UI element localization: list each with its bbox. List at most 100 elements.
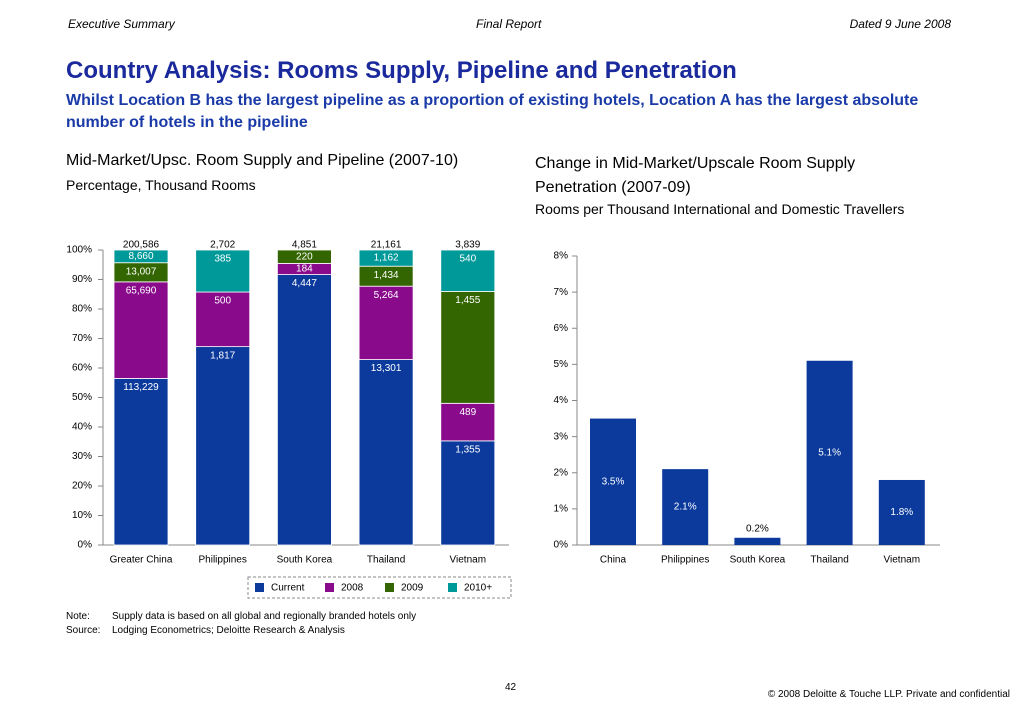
legend-label: 2010+ (464, 583, 492, 594)
data-label: 540 (459, 254, 476, 265)
y-tick-label: 0% (78, 540, 93, 551)
bar-segment (276, 249, 332, 264)
data-label: 4,447 (292, 278, 317, 289)
x-tick-label: Thailand (810, 555, 848, 566)
subtitle: Whilst Location B has the largest pipeli… (66, 92, 919, 131)
note-text: Lodging Econometrics; Deloitte Research … (112, 625, 345, 636)
y-tick-label: 100% (66, 245, 92, 256)
data-label: 113,229 (123, 382, 159, 393)
legend-swatch (325, 583, 334, 592)
data-label: 1,162 (374, 253, 399, 264)
legend-swatch (255, 583, 264, 592)
x-tick-label: China (600, 555, 627, 566)
page-number: 42 (505, 682, 517, 693)
y-tick-label: 50% (72, 392, 92, 403)
legend-swatch (385, 583, 394, 592)
data-label: 13,007 (126, 266, 157, 277)
x-tick-label: Philippines (661, 555, 709, 566)
data-label: 13,301 (371, 363, 402, 374)
data-label: 1,434 (374, 270, 399, 281)
data-label: 184 (296, 264, 313, 275)
total-label: 200,586 (123, 240, 160, 251)
bar-segment (358, 249, 414, 267)
bar-segment (440, 249, 496, 292)
y-tick-label: 30% (72, 451, 92, 462)
y-tick-label: 60% (72, 363, 92, 374)
header-center: Final Report (476, 17, 542, 31)
note-label: Note: (66, 611, 90, 622)
header-left: Executive Summary (68, 17, 175, 31)
y-tick-label: 7% (554, 287, 569, 298)
data-label: 220 (296, 251, 313, 262)
x-tick-label: South Korea (730, 555, 786, 566)
data-label: 3.5% (602, 476, 625, 487)
legend-box (247, 576, 512, 599)
data-label: 1,455 (455, 295, 480, 306)
data-label: 500 (214, 296, 231, 307)
total-label: 3,839 (455, 240, 480, 251)
y-tick-label: 1% (554, 504, 569, 515)
bar-segment (195, 249, 251, 293)
x-tick-label: South Korea (277, 555, 333, 566)
total-label: 4,851 (292, 240, 317, 251)
data-label: 5,264 (374, 290, 399, 301)
y-tick-label: 80% (72, 304, 92, 315)
x-tick-label: Philippines (199, 555, 247, 566)
legend-swatch (448, 583, 457, 592)
chart-title: Mid-Market/Upsc. Room Supply and Pipelin… (66, 152, 459, 169)
data-label: 65,690 (126, 286, 157, 297)
data-label: 2.1% (674, 502, 697, 513)
chart-subtitle: Rooms per Thousand International and Dom… (535, 201, 905, 217)
y-tick-label: 70% (72, 333, 92, 344)
y-tick-label: 6% (554, 323, 569, 334)
chart-subtitle: Percentage, Thousand Rooms (66, 177, 256, 193)
title: Country Analysis: Rooms Supply, Pipeline… (66, 57, 737, 84)
bar-segment (276, 274, 332, 546)
legend-label: 2009 (401, 583, 424, 594)
x-tick-label: Vietnam (450, 555, 487, 566)
bar (878, 479, 925, 545)
legend-label: 2008 (341, 583, 364, 594)
bar-segment (113, 249, 169, 264)
data-label: 1.8% (890, 507, 913, 518)
bar-segment (440, 440, 496, 546)
copyright: © 2008 Deloitte & Touche LLP. Private an… (767, 689, 1010, 700)
total-label: 21,161 (371, 240, 402, 251)
x-tick-label: Greater China (110, 555, 173, 566)
x-tick-label: Thailand (367, 555, 405, 566)
bar (662, 469, 709, 545)
y-tick-label: 8% (554, 251, 569, 262)
x-tick-label: Vietnam (884, 555, 921, 566)
data-label: 5.1% (818, 448, 841, 459)
bar (806, 360, 853, 545)
y-tick-label: 40% (72, 422, 92, 433)
data-label: 1,817 (210, 350, 235, 361)
data-label: 0.2% (746, 523, 769, 534)
bar-segment (440, 291, 496, 404)
y-tick-label: 20% (72, 481, 92, 492)
y-tick-label: 90% (72, 274, 92, 285)
y-tick-label: 2% (554, 467, 569, 478)
data-label: 385 (214, 254, 231, 265)
bar (734, 537, 781, 545)
y-tick-label: 5% (554, 359, 569, 370)
bar (590, 418, 636, 545)
bar-segment (113, 378, 169, 546)
total-label: 2,702 (210, 240, 235, 251)
y-tick-label: 0% (554, 540, 569, 551)
note-text: Supply data is based on all global and r… (112, 611, 417, 622)
chart-title: Change in Mid-Market/Upscale Room Supply… (535, 155, 856, 196)
legend-label: Current (271, 583, 305, 594)
note-label: Source: (66, 625, 101, 636)
data-label: 489 (459, 407, 476, 418)
bar-segment (358, 285, 414, 360)
bar-segment (113, 281, 169, 379)
bar-segment (358, 359, 414, 546)
data-label: 1,355 (455, 445, 480, 456)
y-tick-label: 3% (554, 431, 569, 442)
bar-segment (195, 346, 251, 546)
data-label: 8,660 (128, 251, 153, 262)
header-right: Dated 9 June 2008 (849, 17, 951, 31)
